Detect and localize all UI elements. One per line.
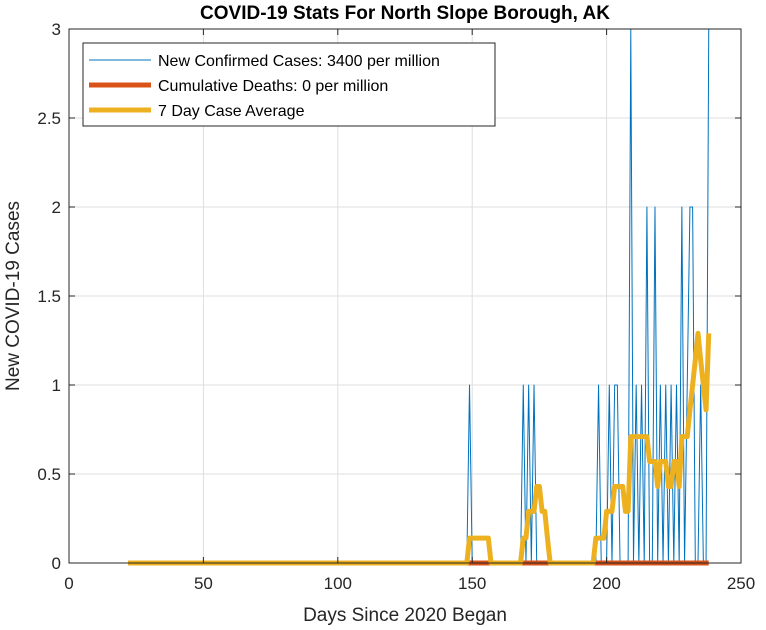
- y-tick-label: 0.5: [37, 465, 61, 484]
- legend-label-2: Cumulative Deaths: 0 per million: [158, 78, 388, 95]
- y-tick-label: 2: [52, 198, 61, 217]
- y-tick-label: 3: [52, 20, 61, 39]
- series-line-1: [128, 28, 710, 564]
- y-tick-label: 1: [52, 376, 61, 395]
- legend: New Confirmed Cases: 3400 per million Cum…: [82, 42, 496, 127]
- ticks: 0 50 100 150 200 250 0 0.5 1 1.5 2 2.5 3: [37, 20, 755, 593]
- x-tick-label: 0: [64, 574, 73, 593]
- x-tick-label: 200: [592, 574, 620, 593]
- legend-label-1: New Confirmed Cases: 3400 per million: [158, 53, 440, 70]
- y-tick-label: 1.5: [37, 287, 61, 306]
- y-tick-label: 2.5: [37, 109, 61, 128]
- legend-label-3: 7 Day Case Average: [158, 103, 305, 120]
- x-tick-label: 100: [324, 574, 352, 593]
- x-tick-label: 50: [194, 574, 213, 593]
- chart-title: COVID-19 Stats For North Slope Borough, …: [200, 3, 610, 24]
- y-tick-label: 0: [52, 554, 61, 573]
- series-line-3: [128, 330, 712, 566]
- x-tick-label: 150: [458, 574, 486, 593]
- y-axis-label: New COVID-19 Cases: [3, 201, 24, 391]
- x-axis-label: Days Since 2020 Began: [303, 605, 507, 626]
- legend-box: [82, 42, 496, 127]
- x-tick-label: 250: [727, 574, 755, 593]
